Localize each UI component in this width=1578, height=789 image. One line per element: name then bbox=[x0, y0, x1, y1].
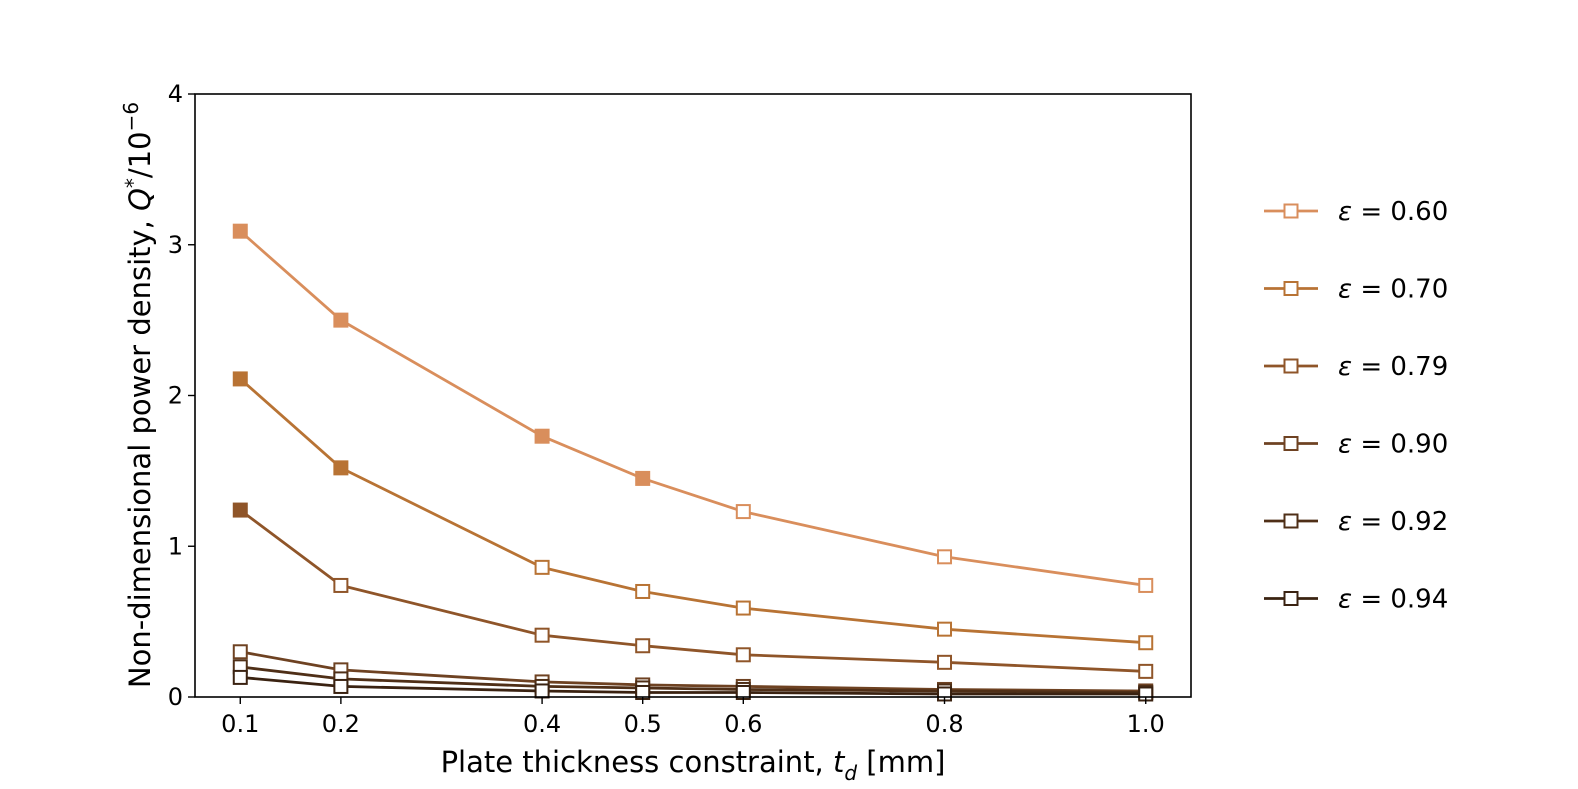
legend-symbol: ε bbox=[1338, 352, 1352, 382]
legend-item: ε = 0.94 bbox=[1264, 585, 1448, 615]
x-label-variable: t bbox=[833, 745, 846, 779]
legend-marker bbox=[1283, 203, 1299, 219]
data-point bbox=[1138, 663, 1154, 679]
data-point bbox=[232, 223, 248, 239]
data-point bbox=[735, 504, 751, 520]
data-point bbox=[1138, 635, 1154, 651]
legend-marker bbox=[1283, 513, 1299, 529]
data-point bbox=[333, 312, 349, 328]
legend-value: = 0.90 bbox=[1352, 430, 1448, 460]
y-label-variable: Q bbox=[123, 188, 157, 211]
x-axis-label: Plate thickness constraint, td [mm] bbox=[441, 745, 946, 785]
x-label-prefix: Plate thickness constraint, bbox=[441, 745, 833, 779]
series-6 bbox=[232, 669, 1154, 702]
legend-value: = 0.94 bbox=[1352, 585, 1448, 615]
x-tick-label: 0.2 bbox=[322, 710, 360, 738]
data-point bbox=[333, 678, 349, 694]
legend-value: = 0.70 bbox=[1352, 275, 1448, 305]
y-tick-label: 2 bbox=[168, 382, 183, 410]
series-2 bbox=[232, 371, 1154, 651]
legend-symbol: ε bbox=[1338, 275, 1352, 305]
data-point bbox=[635, 638, 651, 654]
y-axis-label: Non-dimensional power density, Q*/10−6 bbox=[119, 102, 157, 688]
legend-label: ε = 0.94 bbox=[1338, 585, 1448, 615]
legend-item: ε = 0.92 bbox=[1264, 507, 1448, 537]
legend-marker bbox=[1283, 436, 1299, 451]
data-point bbox=[937, 654, 953, 670]
y-label-superscript: * bbox=[121, 178, 145, 188]
data-point bbox=[232, 371, 248, 387]
x-tick-label: 0.1 bbox=[221, 710, 259, 738]
x-tick-label: 0.6 bbox=[724, 710, 762, 738]
data-point bbox=[232, 502, 248, 518]
data-point bbox=[1138, 577, 1154, 593]
legend-marker bbox=[1283, 281, 1299, 296]
y-ticks: 0 1 2 3 4 bbox=[168, 80, 195, 711]
y-tick-label: 0 bbox=[168, 683, 183, 711]
data-point bbox=[534, 683, 550, 699]
data-point bbox=[232, 644, 248, 660]
y-label-prefix: Non-dimensional power density, bbox=[123, 211, 157, 688]
legend-marker bbox=[1283, 591, 1299, 606]
legend-value: = 0.92 bbox=[1352, 507, 1448, 537]
data-point bbox=[735, 600, 751, 616]
legend-label: ε = 0.79 bbox=[1338, 352, 1448, 382]
plot-background bbox=[195, 94, 1191, 697]
legend-symbol: ε bbox=[1338, 197, 1352, 227]
legend-value: = 0.60 bbox=[1352, 197, 1448, 227]
data-point bbox=[937, 621, 953, 637]
data-point bbox=[937, 549, 953, 565]
data-point bbox=[635, 583, 651, 599]
data-point bbox=[534, 627, 550, 643]
legend: ε = 0.60ε = 0.70ε = 0.79ε = 0.90ε = 0.92… bbox=[1264, 197, 1448, 615]
series-layer bbox=[232, 223, 1154, 702]
x-label-suffix: [mm] bbox=[857, 745, 945, 779]
data-point bbox=[333, 577, 349, 593]
x-tick-label: 0.8 bbox=[925, 710, 963, 738]
legend-symbol: ε bbox=[1338, 507, 1352, 537]
y-tick-label: 3 bbox=[168, 231, 183, 259]
data-point bbox=[534, 559, 550, 575]
data-point bbox=[232, 669, 248, 685]
legend-item: ε = 0.70 bbox=[1264, 275, 1448, 305]
legend-label: ε = 0.70 bbox=[1338, 275, 1448, 305]
y-tick-label: 1 bbox=[168, 532, 183, 560]
x-label-subscript: d bbox=[844, 761, 857, 785]
legend-item: ε = 0.60 bbox=[1264, 197, 1448, 227]
legend-label: ε = 0.90 bbox=[1338, 430, 1448, 460]
data-point bbox=[735, 647, 751, 663]
data-point bbox=[534, 428, 550, 444]
x-tick-label: 0.4 bbox=[523, 710, 561, 738]
series-3 bbox=[232, 502, 1154, 679]
legend-label: ε = 0.60 bbox=[1338, 197, 1448, 227]
legend-item: ε = 0.90 bbox=[1264, 430, 1448, 460]
legend-value: = 0.79 bbox=[1352, 352, 1448, 382]
x-ticks: 0.1 0.2 0.4 0.5 0.6 0.8 1.0 bbox=[221, 697, 1165, 738]
plot-frame bbox=[194, 93, 1192, 698]
legend-symbol: ε bbox=[1338, 430, 1352, 460]
x-tick-label: 0.5 bbox=[624, 710, 662, 738]
y-label-middle: /10 bbox=[123, 131, 157, 178]
series-1 bbox=[232, 223, 1154, 593]
data-point bbox=[635, 470, 651, 486]
legend-item: ε = 0.79 bbox=[1264, 352, 1448, 382]
y-label-exponent: −6 bbox=[119, 102, 143, 131]
legend-symbol: ε bbox=[1338, 585, 1352, 615]
legend-label: ε = 0.92 bbox=[1338, 507, 1448, 537]
data-point bbox=[333, 460, 349, 476]
x-tick-label: 1.0 bbox=[1127, 710, 1165, 738]
legend-marker bbox=[1283, 358, 1299, 374]
y-tick-label: 4 bbox=[168, 80, 183, 108]
